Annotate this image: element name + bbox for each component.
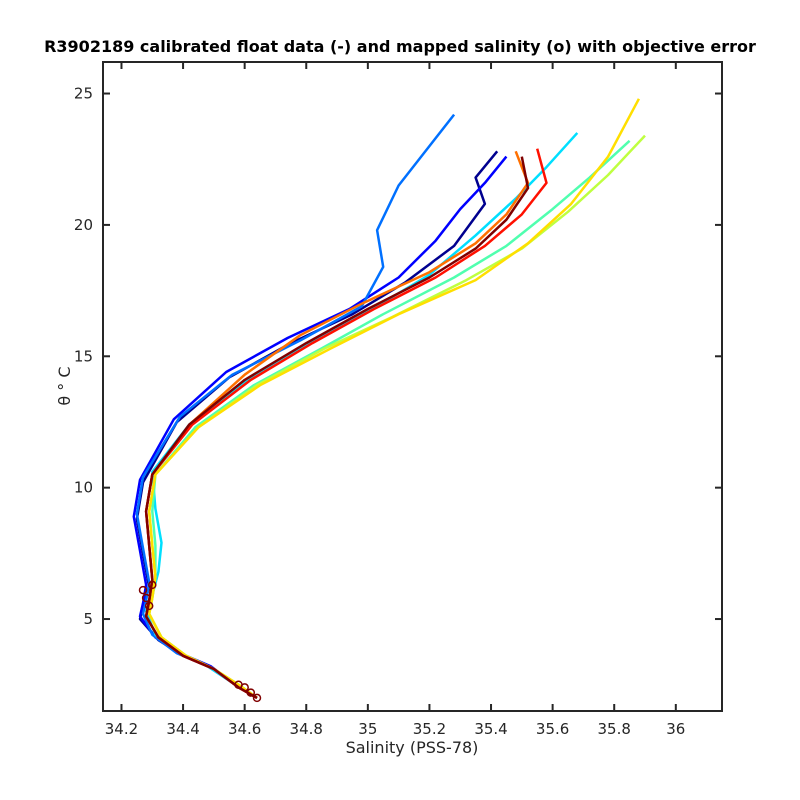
- mapped-points-layer: [138, 580, 262, 703]
- y-tick-label: 15: [74, 347, 93, 365]
- mapped-salinity-point: [141, 593, 151, 603]
- x-tick-label: 35.8: [598, 720, 631, 738]
- profile-line-7: [147, 98, 641, 699]
- x-tick-label: 34.2: [105, 720, 138, 738]
- mapped-salinity-point: [252, 693, 262, 703]
- x-tick-label: 34.6: [228, 720, 261, 738]
- x-tick-label: 35.2: [413, 720, 446, 738]
- x-tick-label: 35.4: [474, 720, 507, 738]
- mapped-salinity-point: [138, 585, 148, 595]
- x-tick-label: 35: [358, 720, 377, 738]
- y-tick-label: 5: [83, 610, 93, 628]
- y-axis-ticks: 5 10 15 20 25: [74, 85, 722, 628]
- mapped-salinity-point: [234, 680, 243, 689]
- x-tick-label: 35.6: [536, 720, 569, 738]
- plot-frame: [102, 61, 723, 712]
- x-axis-label: Salinity (PSS-78): [346, 738, 479, 757]
- x-axis-ticks: 34.2 34.4 34.6 34.8 35 35.2 35.4 35.6 35.8 36: [105, 62, 685, 738]
- x-tick-label: 36: [666, 720, 685, 738]
- series-layer: [132, 98, 646, 699]
- x-tick-label: 34.8: [290, 720, 323, 738]
- plot-area: [103, 62, 722, 711]
- profile-line-10: [144, 156, 530, 699]
- y-axis-label: θ ° C: [55, 366, 74, 405]
- x-tick-label: 34.4: [166, 720, 199, 738]
- mapped-salinity-point: [144, 601, 154, 611]
- chart-title: R3902189 calibrated float data (-) and m…: [44, 37, 756, 56]
- profile-line-3: [135, 113, 456, 699]
- y-tick-label: 25: [74, 85, 93, 103]
- y-tick-label: 20: [74, 216, 93, 234]
- mapped-salinity-point: [246, 688, 256, 697]
- y-tick-label: 10: [74, 479, 93, 497]
- mapped-salinity-point: [148, 580, 157, 590]
